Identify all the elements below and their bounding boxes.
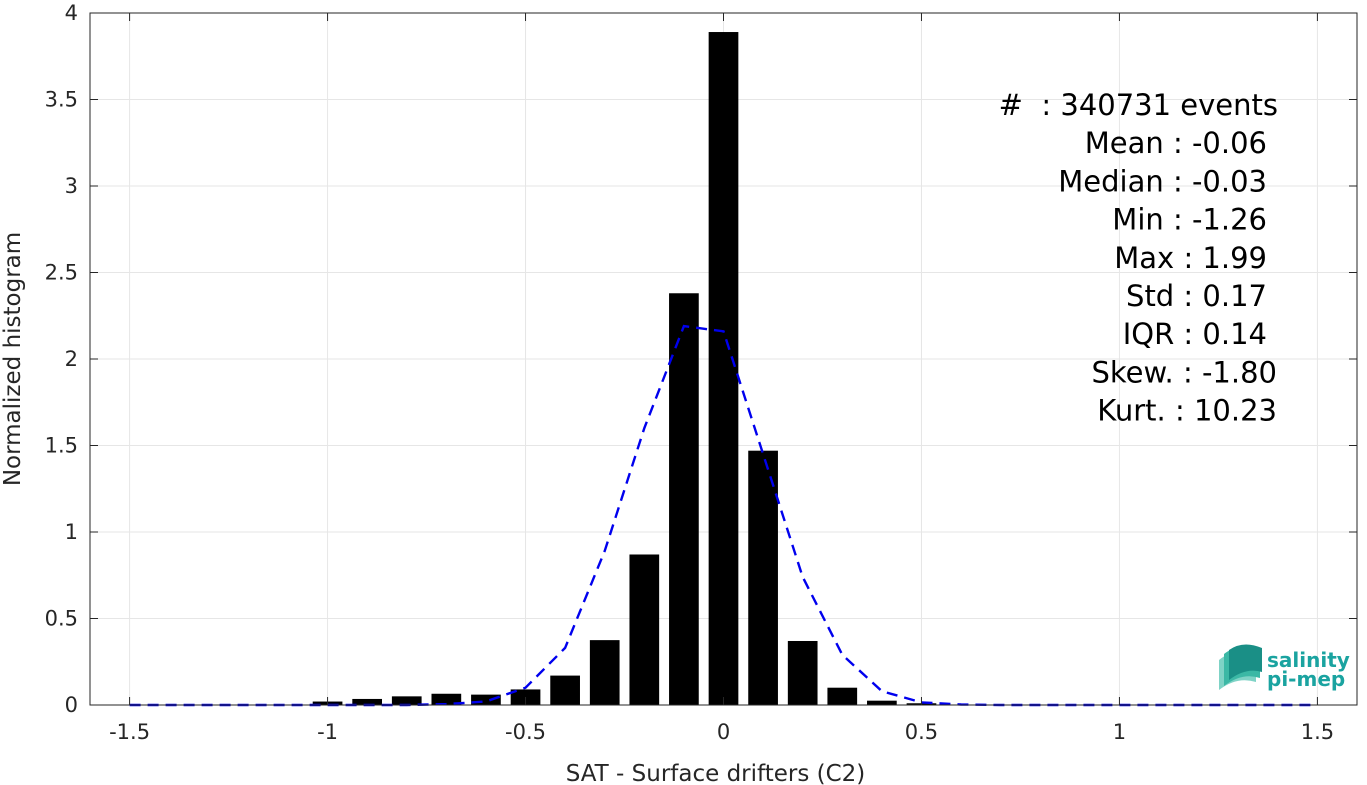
histogram-bar bbox=[748, 450, 778, 705]
y-tick-label: 3 bbox=[65, 174, 78, 198]
wave-icon bbox=[1219, 644, 1262, 690]
x-tick-label: -0.5 bbox=[505, 720, 546, 744]
histogram-bar bbox=[391, 696, 422, 705]
stat-line: # : 340731 events bbox=[999, 88, 1278, 122]
stat-line: Min : -1.26 bbox=[1112, 203, 1267, 237]
stat-line: Mean : -0.06 bbox=[1085, 126, 1267, 160]
histogram-bar bbox=[589, 640, 620, 705]
y-axis-ticks: 0 0.5 1 1.5 2 2.5 3 3.5 4 bbox=[45, 1, 1357, 717]
x-tick-label: -1 bbox=[317, 720, 338, 744]
histogram-bars bbox=[312, 32, 1016, 705]
histogram-bar bbox=[352, 698, 383, 705]
histogram-bar bbox=[787, 640, 818, 705]
x-axis-ticks: -1.5 -1 -0.5 0 0.5 1 1.5 bbox=[109, 13, 1334, 744]
y-tick-label: 2.5 bbox=[45, 261, 78, 285]
histogram-bar bbox=[471, 694, 501, 705]
x-tick-label: 1.5 bbox=[1301, 720, 1334, 744]
y-tick-label: 1.5 bbox=[45, 434, 78, 458]
y-tick-label: 1 bbox=[65, 520, 78, 544]
stat-line: Kurt. : 10.23 bbox=[1097, 394, 1277, 428]
histogram-bar bbox=[431, 693, 462, 705]
logo-line-2: pi-mep bbox=[1267, 667, 1345, 691]
stat-line: Max : 1.99 bbox=[1114, 241, 1267, 275]
x-tick-label: -1.5 bbox=[109, 720, 150, 744]
y-tick-label: 4 bbox=[65, 1, 78, 25]
y-tick-label: 0 bbox=[65, 693, 78, 717]
stat-line: IQR : 0.14 bbox=[1123, 317, 1267, 351]
y-axis-label: Normalized histogram bbox=[0, 232, 26, 486]
statistics-annotation: # : 340731 events Mean : -0.06 Median : -0… bbox=[999, 88, 1278, 428]
y-tick-label: 3.5 bbox=[45, 88, 78, 112]
x-tick-label: 1 bbox=[1113, 720, 1126, 744]
histogram-bar bbox=[669, 293, 699, 705]
stat-line: Median : -0.03 bbox=[1058, 164, 1267, 198]
x-tick-label: 0.5 bbox=[905, 720, 938, 744]
histogram-bar bbox=[867, 700, 897, 705]
stat-line: Skew. : -1.80 bbox=[1091, 355, 1277, 389]
logo-line-1: salinity bbox=[1267, 648, 1350, 672]
salinity-pi-mep-logo: salinity pi-mep bbox=[1219, 644, 1350, 691]
y-tick-label: 2 bbox=[65, 347, 78, 371]
x-axis-label: SAT - Surface drifters (C2) bbox=[566, 761, 866, 785]
x-tick-label: 0 bbox=[717, 720, 730, 744]
histogram-bar bbox=[550, 675, 580, 705]
stat-line: Std : 0.17 bbox=[1126, 279, 1267, 313]
histogram-bar bbox=[827, 687, 858, 705]
histogram-bar bbox=[629, 554, 660, 705]
histogram-bar bbox=[708, 32, 739, 705]
y-tick-label: 0.5 bbox=[45, 607, 78, 631]
